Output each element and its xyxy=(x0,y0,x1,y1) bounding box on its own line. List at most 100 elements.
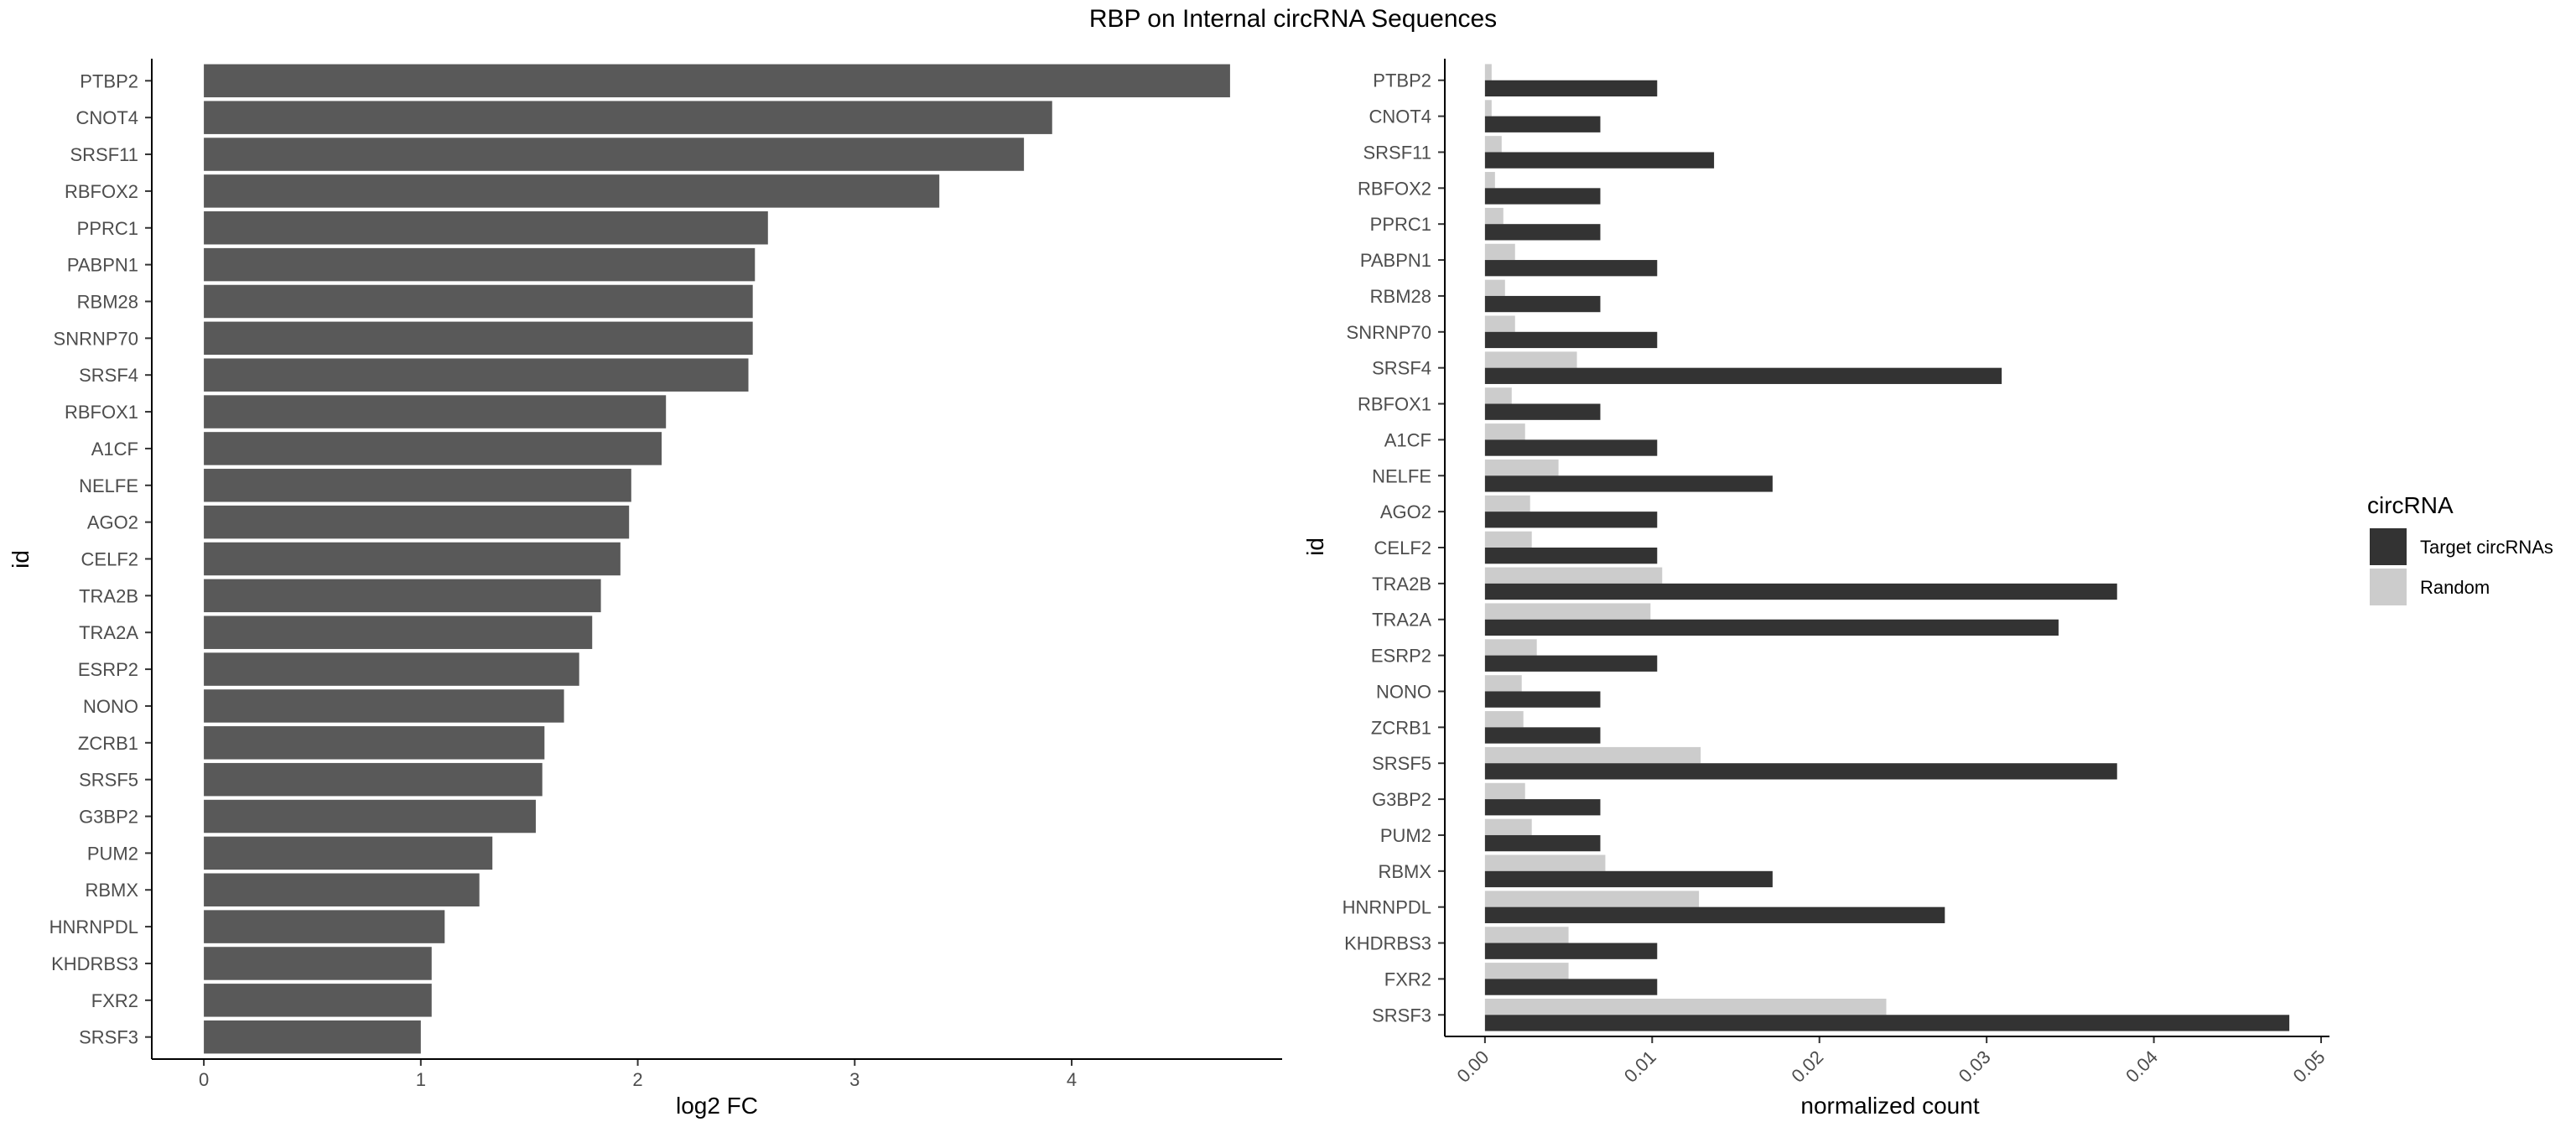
left-x-tick-label: 2 xyxy=(632,1069,642,1090)
bar-random-khdrbs3 xyxy=(1484,927,1569,943)
right-category-label: PUM2 xyxy=(1380,825,1431,846)
right-panel: PTBP2 CNOT4 SRSF11 RBFOX2 PPRC1 PABPN1 RBM28 SN… xyxy=(1302,59,2329,1119)
bar-logfc-tra2b xyxy=(204,579,601,613)
bar-random-ptbp2 xyxy=(1484,64,1492,80)
bar-random-zcrb1 xyxy=(1484,711,1524,728)
right-x-tick-label: 0.00 xyxy=(1452,1046,1493,1087)
bar-target-a1cf xyxy=(1484,439,1658,456)
bar-logfc-khdrbs3 xyxy=(204,947,432,980)
left-category-label: SRSF5 xyxy=(79,770,138,791)
right-x-tick-label: 0.01 xyxy=(1620,1046,1660,1087)
bar-logfc-ago2 xyxy=(204,505,630,539)
right-category-label: SNRNP70 xyxy=(1347,322,1431,343)
bar-random-tra2b xyxy=(1484,567,1663,584)
left-category-label: SNRNP70 xyxy=(54,328,138,349)
right-x-tick-label: 0.02 xyxy=(1787,1046,1827,1087)
right-bars xyxy=(1484,64,2290,1031)
right-category-label: PPRC1 xyxy=(1370,214,1431,235)
bar-random-nelfe xyxy=(1484,459,1559,476)
left-category-label: ZCRB1 xyxy=(78,733,138,754)
bar-logfc-ptbp2 xyxy=(204,64,1230,98)
bar-logfc-cnot4 xyxy=(204,101,1052,134)
left-category-label: PUM2 xyxy=(87,843,138,864)
bar-logfc-nono xyxy=(204,689,564,723)
bar-logfc-srsf4 xyxy=(204,358,749,392)
right-category-label: SRSF3 xyxy=(1372,1005,1431,1026)
bar-random-rbmx xyxy=(1484,854,1606,871)
bar-logfc-pabpn1 xyxy=(204,247,756,282)
bar-logfc-rbm28 xyxy=(204,284,753,319)
bar-target-pabpn1 xyxy=(1484,260,1658,277)
bar-target-tra2a xyxy=(1484,619,2059,636)
bar-target-nelfe xyxy=(1484,475,1773,492)
right-category-label: KHDRBS3 xyxy=(1344,933,1431,954)
bar-random-pprc1 xyxy=(1484,207,1504,225)
right-category-label: RBMX xyxy=(1378,861,1431,882)
bar-random-srsf11 xyxy=(1484,136,1502,153)
right-x-axis-title: normalized count xyxy=(1800,1093,1979,1119)
left-category-label: CNOT4 xyxy=(75,107,138,128)
bar-target-srsf5 xyxy=(1484,763,2117,780)
left-category-label: SRSF11 xyxy=(70,144,138,165)
right-x-tick-label: 0.04 xyxy=(2122,1046,2162,1087)
left-category-label: ESRP2 xyxy=(78,659,138,680)
legend-key-target xyxy=(2370,528,2407,565)
bar-target-zcrb1 xyxy=(1484,727,1601,744)
left-x-tick-label: 3 xyxy=(849,1069,860,1090)
left-category-label: NELFE xyxy=(79,475,138,496)
bar-target-celf2 xyxy=(1484,548,1658,564)
bar-logfc-g3bp2 xyxy=(204,799,536,834)
right-category-label: PABPN1 xyxy=(1360,250,1431,271)
left-category-label: TRA2B xyxy=(79,585,138,606)
right-category-label: G3BP2 xyxy=(1372,789,1431,810)
bar-random-fxr2 xyxy=(1484,963,1569,979)
bar-random-srsf4 xyxy=(1484,351,1577,368)
left-category-label: RBFOX2 xyxy=(65,181,138,202)
bar-random-cnot4 xyxy=(1484,100,1492,117)
right-y-axis-title: id xyxy=(1302,538,1328,556)
left-category-label: AGO2 xyxy=(87,512,138,533)
bar-logfc-esrp2 xyxy=(204,652,579,686)
bar-random-ago2 xyxy=(1484,495,1530,512)
left-x-ticks: 0 1 2 3 4 xyxy=(199,1059,1077,1090)
bar-target-nono xyxy=(1484,691,1601,708)
right-category-label: PTBP2 xyxy=(1373,70,1431,91)
bar-random-pum2 xyxy=(1484,818,1532,835)
right-category-label: SRSF5 xyxy=(1372,753,1431,774)
bar-target-fxr2 xyxy=(1484,979,1658,995)
bar-target-rbm28 xyxy=(1484,295,1601,313)
bar-target-rbmx xyxy=(1484,870,1773,888)
left-category-label: KHDRBS3 xyxy=(51,953,138,974)
bar-target-pprc1 xyxy=(1484,224,1601,241)
bar-target-srsf11 xyxy=(1484,152,1715,169)
bar-random-rbm28 xyxy=(1484,279,1505,296)
right-category-label: TRA2A xyxy=(1372,610,1431,631)
right-category-label: ZCRB1 xyxy=(1371,717,1431,738)
left-y-axis-title: id xyxy=(8,550,34,569)
bar-logfc-srsf5 xyxy=(204,762,543,797)
right-category-label: NONO xyxy=(1376,681,1431,702)
bar-logfc-rbfox1 xyxy=(204,395,667,428)
bar-target-hnrnpdl xyxy=(1484,906,1945,923)
left-bars xyxy=(204,64,1230,1054)
left-category-label: NONO xyxy=(83,696,138,717)
left-category-label: HNRNPDL xyxy=(49,917,138,937)
left-category-label: PABPN1 xyxy=(67,255,138,276)
left-x-axis-title: log2 FC xyxy=(676,1093,758,1119)
bar-target-tra2b xyxy=(1484,583,2117,600)
right-category-label: FXR2 xyxy=(1384,969,1431,989)
bar-target-srsf4 xyxy=(1484,367,2002,384)
bar-random-nono xyxy=(1484,675,1522,692)
legend: circRNA Target circRNAs Random xyxy=(2367,492,2553,605)
right-category-label: AGO2 xyxy=(1380,501,1431,522)
bar-random-srsf5 xyxy=(1484,746,1701,764)
bar-logfc-celf2 xyxy=(204,542,621,576)
right-category-label: SRSF11 xyxy=(1363,142,1431,163)
bar-target-rbfox2 xyxy=(1484,188,1601,205)
bar-target-pum2 xyxy=(1484,834,1601,852)
right-x-ticks: 0.00 0.01 0.02 0.03 0.04 0.05 xyxy=(1452,1036,2329,1087)
bar-logfc-snrnp70 xyxy=(204,321,753,356)
bar-logfc-rbmx xyxy=(204,873,480,906)
bar-logfc-fxr2 xyxy=(204,984,432,1017)
